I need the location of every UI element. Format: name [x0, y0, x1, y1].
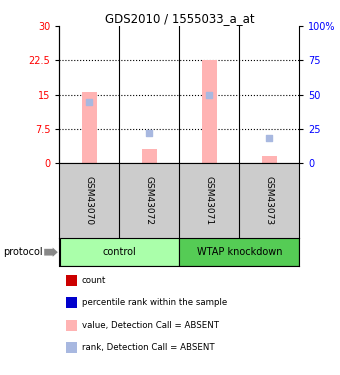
- Text: percentile rank within the sample: percentile rank within the sample: [82, 298, 227, 307]
- Text: GSM43072: GSM43072: [145, 176, 154, 225]
- Bar: [59, 238, 180, 266]
- Text: count: count: [82, 276, 106, 285]
- Bar: [262, 156, 277, 163]
- Text: GSM43073: GSM43073: [265, 176, 274, 225]
- Text: rank, Detection Call = ABSENT: rank, Detection Call = ABSENT: [82, 343, 214, 352]
- Text: protocol: protocol: [3, 247, 43, 257]
- Point: [207, 92, 212, 98]
- Text: control: control: [103, 247, 136, 257]
- Bar: [180, 238, 299, 266]
- Point: [267, 135, 272, 141]
- Bar: [82, 92, 97, 163]
- Bar: [142, 148, 157, 163]
- Point: [147, 130, 152, 136]
- Title: GDS2010 / 1555033_a_at: GDS2010 / 1555033_a_at: [104, 12, 254, 25]
- Point: [87, 99, 92, 105]
- Text: WTAP knockdown: WTAP knockdown: [197, 247, 282, 257]
- Text: value, Detection Call = ABSENT: value, Detection Call = ABSENT: [82, 321, 219, 330]
- Text: GSM43070: GSM43070: [85, 176, 94, 225]
- Text: GSM43071: GSM43071: [205, 176, 214, 225]
- Bar: [202, 60, 217, 163]
